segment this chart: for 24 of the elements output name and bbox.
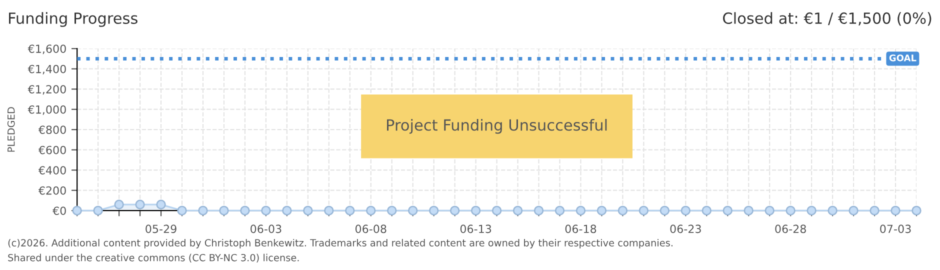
- y-tick-label: €1,000: [28, 105, 66, 115]
- y-tick-label: €1,600: [28, 44, 66, 54]
- y-tick-label: €600: [38, 146, 66, 154]
- y-tick-label: €200: [38, 186, 66, 195]
- ref-line-label: GOAL: [889, 54, 916, 62]
- x-tick-label: 07-03: [880, 224, 911, 234]
- x-tick-label: 06-28: [775, 224, 806, 234]
- text: (c)2026. Additional content provided by Christoph Benkewitz. Trademarks and related content are owned by their respective companies.: [8, 238, 672, 248]
- annotation: Project Funding Unsuccessful: [387, 118, 607, 134]
- y-tick-label: €400: [38, 166, 66, 174]
- x-tick-label: 06-08: [355, 224, 386, 234]
- x-tick-label: 06-03: [250, 224, 282, 234]
- y-tick-label: €1,200: [28, 85, 66, 95]
- y-axis-title: PLEDGED: [7, 107, 15, 152]
- y-tick-label: €0: [52, 206, 66, 215]
- x-tick-label: 06-23: [670, 224, 701, 234]
- text: Shared under the creative commons (CC BY-NC 3.0) license.: [8, 254, 299, 262]
- chart-subtitle: Closed at: €1 / €1,500 (0%): [723, 12, 932, 26]
- x-tick-label: 06-18: [565, 224, 596, 234]
- y-tick-label: €800: [38, 126, 66, 134]
- x-tick-label: 06-13: [460, 224, 492, 234]
- x-tick-label: 05-29: [146, 224, 176, 234]
- chart-title: Funding Progress: [9, 12, 138, 27]
- y-tick-label: €1,400: [28, 64, 66, 74]
